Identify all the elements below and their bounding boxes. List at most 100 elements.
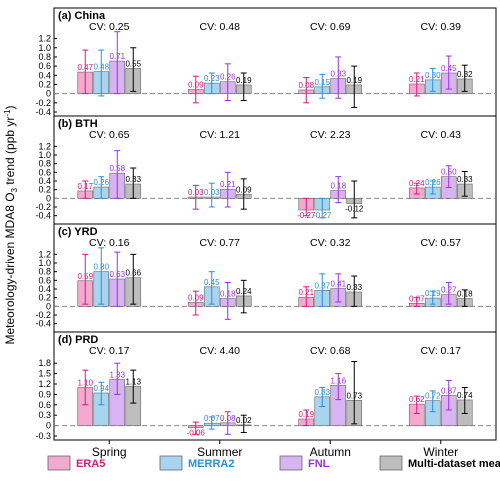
data-label: 0.80	[93, 263, 109, 272]
y-tick-label: -0.4	[35, 319, 51, 329]
data-label: 0.26	[425, 178, 441, 187]
y-tick-label: 0.6	[38, 167, 51, 177]
data-label: 0.30	[425, 71, 441, 80]
y-tick-label: 0.6	[38, 61, 51, 71]
legend-label: ERA5	[76, 458, 105, 470]
data-label: 0.55	[125, 59, 141, 68]
data-label: 0.09	[236, 185, 252, 194]
panel-title: (d) PRD	[58, 334, 98, 346]
data-label: 1.10	[77, 378, 93, 387]
y-tick-label: 0.8	[38, 159, 51, 169]
data-label: -0.06	[187, 429, 206, 438]
y-tick-label: -0.2	[35, 202, 51, 212]
y-tick-label: -0.4	[35, 211, 51, 221]
data-label: 0.09	[188, 81, 204, 90]
panel-frame	[53, 331, 497, 441]
data-label: 0.66	[125, 269, 141, 278]
data-label: 0.27	[441, 286, 457, 295]
y-tick-label: -0.4	[35, 107, 51, 117]
data-label: 0.18	[330, 182, 346, 191]
data-label: 0.26	[93, 178, 109, 187]
y-tick-label: 1.0	[38, 150, 51, 160]
x-tick-label: Autumn	[310, 445, 351, 459]
data-label: 0.72	[425, 392, 441, 401]
cv-label: CV: 0.77	[200, 237, 241, 249]
x-tick-label: Winter	[423, 445, 458, 459]
y-tick-label: 1.2	[38, 379, 51, 389]
data-label: 0.19	[346, 76, 362, 85]
y-tick-label: 1.0	[38, 258, 51, 268]
data-label: 0.83	[314, 388, 330, 397]
legend: ERA5 MERRA2 FNL Multi-dataset mean	[47, 455, 500, 471]
cv-label: CV: 4.40	[200, 345, 241, 357]
y-tick-label: -0.3	[35, 431, 51, 441]
cv-label: CV: 0.25	[89, 21, 130, 33]
data-label: 0.62	[409, 395, 425, 404]
cv-label: CV: 0.43	[421, 129, 462, 141]
data-label: 0.21	[220, 180, 236, 189]
y-tick-label: 1.2	[38, 249, 51, 259]
cv-label: CV: 0.69	[310, 21, 351, 33]
y-tick-label: 1.5	[38, 369, 51, 379]
cv-label: CV: 0.57	[421, 237, 462, 249]
panel-title: (b) BTH	[58, 118, 98, 130]
cv-label: CV: 0.65	[89, 129, 130, 141]
panel-2: (b) BTH -0.4-0.200.20.40.60.81.01.2 CV: 0.…	[35, 115, 497, 225]
y-tick-label: 0	[46, 89, 51, 99]
panel-4: (d) PRD -0.300.30.60.91.21.51.8 CV: 0.17 1.…	[35, 331, 497, 441]
data-label: 0.33	[125, 175, 141, 184]
legend-swatch	[379, 455, 403, 471]
data-label: -0.12	[345, 205, 364, 214]
x-tick-label: Summer	[197, 445, 242, 459]
y-tick-label: 1.8	[38, 358, 51, 368]
data-label: 0.48	[93, 63, 109, 72]
y-tick-label: 0.8	[38, 267, 51, 277]
y-tick-label: -0.2	[35, 310, 51, 320]
y-tick-label: 0	[46, 193, 51, 203]
legend-swatch	[279, 455, 303, 471]
y-tick-label: 0.4	[38, 70, 51, 80]
panel-1: (a) China -0.4-0.200.20.40.60.81.01.2 CV: …	[35, 7, 497, 117]
data-label: 0.32	[457, 70, 473, 79]
y-axis-label: Meteorology-driven MDA8 O3 trend (ppb yr…	[3, 105, 19, 344]
cv-label: CV: 0.68	[310, 345, 351, 357]
data-label: 0.71	[109, 52, 125, 61]
y-tick-label: 0.8	[38, 52, 51, 62]
legend-label: MERRA2	[188, 458, 234, 470]
y-tick-label: 0.6	[38, 400, 51, 410]
legend-label: FNL	[308, 458, 330, 470]
data-label: 0.33	[330, 70, 346, 79]
data-label: 0.94	[93, 384, 109, 393]
data-label: 0.19	[236, 76, 252, 85]
cv-label: CV: 0.17	[421, 345, 462, 357]
data-label: 0.74	[457, 391, 473, 400]
data-label: -0.27	[297, 211, 316, 220]
y-tick-label: 0.2	[38, 293, 51, 303]
y-tick-label: 1.0	[38, 43, 51, 53]
cv-label: CV: 0.16	[89, 237, 130, 249]
cv-label: CV: 0.32	[310, 237, 351, 249]
cv-label: CV: 0.39	[421, 21, 462, 33]
data-label: 1.33	[109, 370, 125, 379]
y-tick-label: 1.2	[38, 141, 51, 151]
cv-label: CV: 2.23	[310, 129, 351, 141]
data-label: 1.13	[125, 377, 141, 386]
y-tick-label: 0.3	[38, 410, 51, 420]
data-label: 0.15	[314, 78, 330, 87]
y-tick-label: 0.9	[38, 389, 51, 399]
y-tick-label: 0	[46, 301, 51, 311]
data-label: 0.41	[330, 280, 346, 289]
legend-swatch	[159, 455, 183, 471]
data-label: 0.23	[204, 74, 220, 83]
x-axis-categories: Spring Summer Autumn Winter	[92, 440, 458, 459]
y-tick-label: 0.4	[38, 284, 51, 294]
y-tick-label: -0.2	[35, 98, 51, 108]
data-label: 0.73	[346, 391, 362, 400]
data-label: 0.63	[109, 270, 125, 279]
cv-label: CV: 1.21	[200, 129, 241, 141]
data-label: 1.16	[330, 376, 346, 385]
data-label: 0.02	[236, 416, 252, 425]
legend-swatch	[47, 455, 71, 471]
y-tick-label: 0	[46, 421, 51, 431]
data-label: 0.33	[346, 283, 362, 292]
